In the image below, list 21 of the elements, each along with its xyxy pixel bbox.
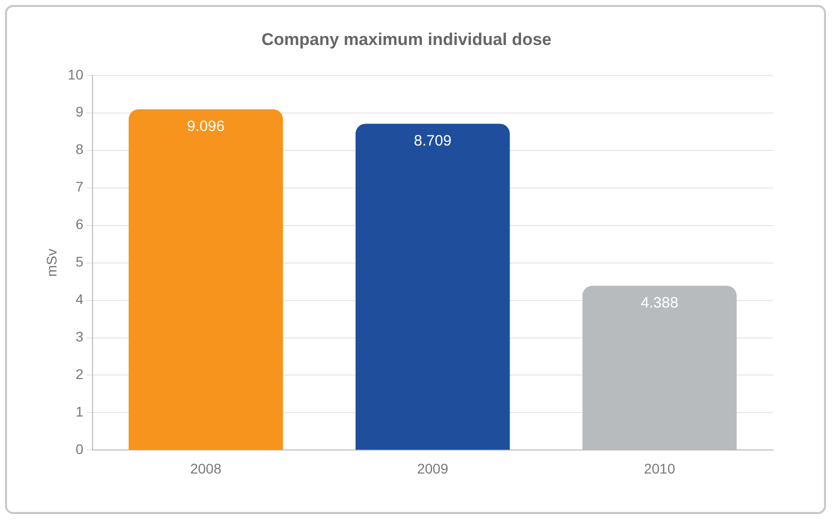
- bar: [128, 109, 283, 450]
- y-tick-label: 8: [76, 141, 84, 158]
- y-tick-label: 6: [76, 216, 84, 232]
- y-tick-label: 7: [76, 178, 84, 195]
- y-tick-label: 2: [76, 366, 84, 382]
- y-tick-label: 1: [76, 404, 84, 420]
- y-tick-label: 9: [76, 104, 84, 120]
- y-tick-label: 10: [68, 66, 84, 82]
- data-label: 4.388: [640, 294, 678, 312]
- y-tick-label: 0: [76, 441, 84, 458]
- y-tick-label: 4: [76, 291, 84, 308]
- bar: [356, 124, 510, 450]
- data-label: 9.096: [187, 118, 225, 135]
- chart-title: Company maximum individual dose: [261, 30, 552, 49]
- y-axis-title: mSv: [43, 248, 60, 277]
- x-tick-label: 2010: [644, 460, 676, 476]
- y-tick-label: 3: [76, 328, 84, 345]
- data-label: 8.709: [414, 132, 452, 150]
- x-tick-label: 2008: [190, 460, 222, 476]
- x-tick-label: 2009: [417, 460, 448, 476]
- y-tick-label: 5: [76, 254, 84, 270]
